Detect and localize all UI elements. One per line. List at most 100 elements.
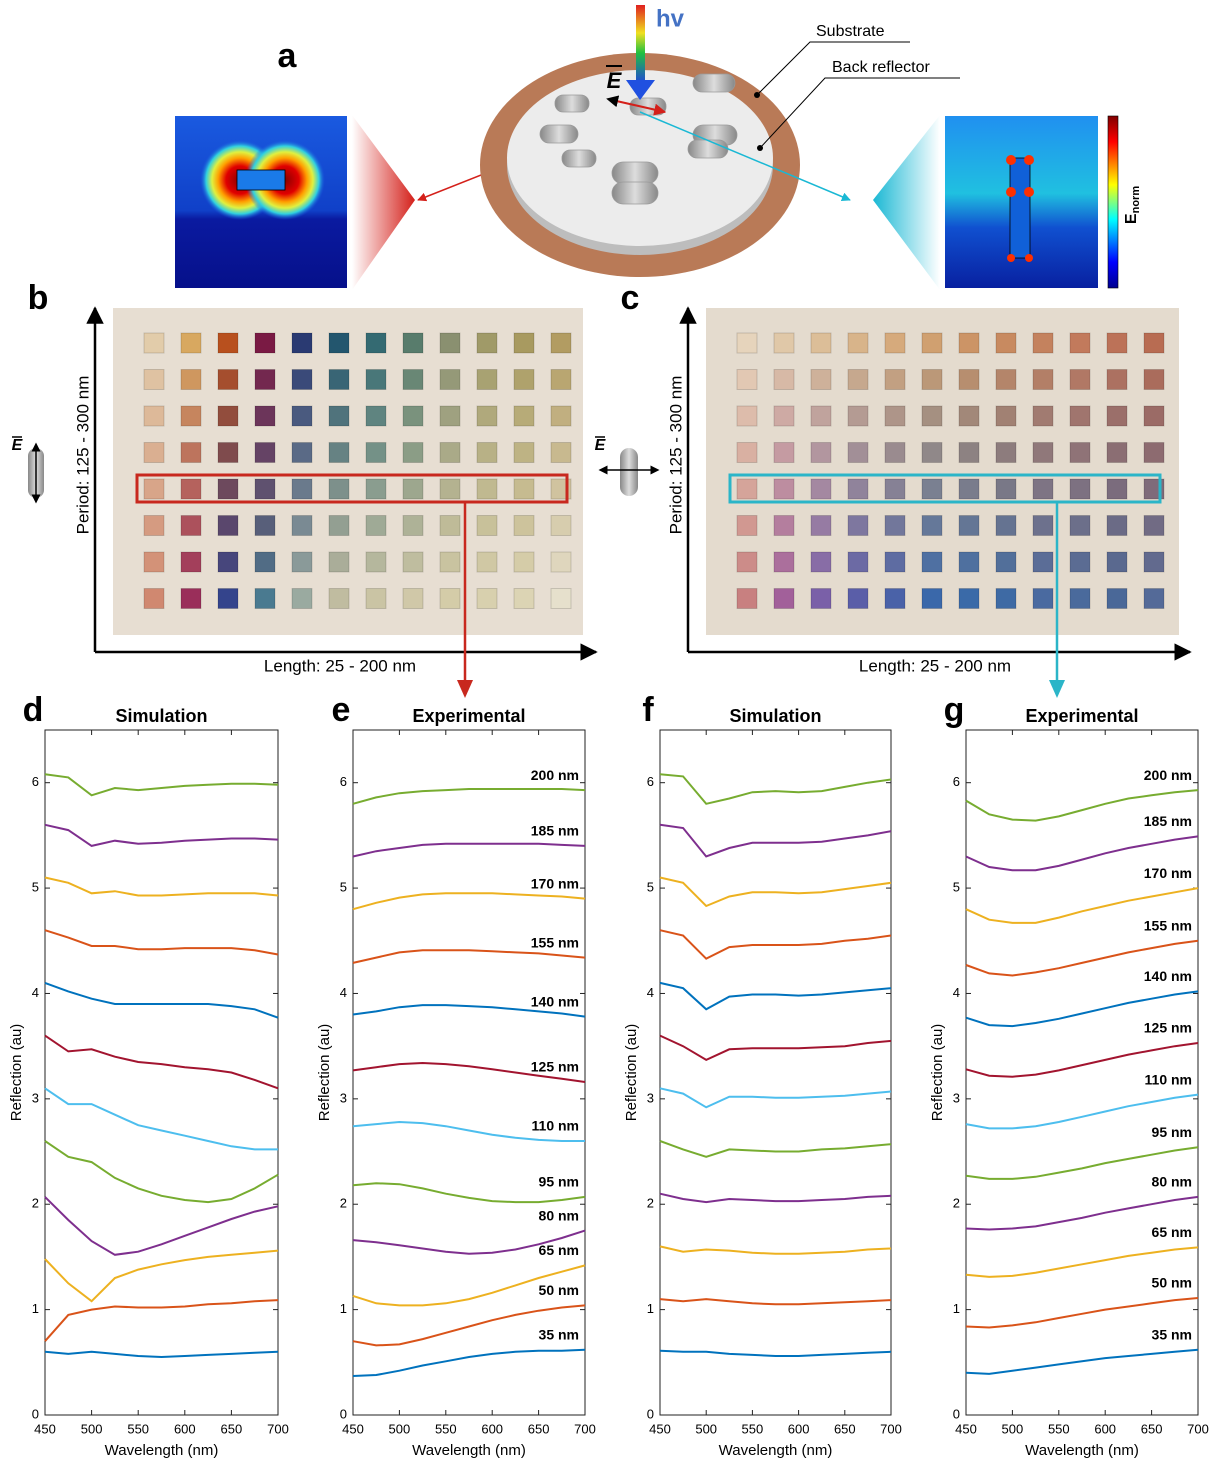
color-square (1033, 589, 1053, 609)
series-line (45, 825, 278, 846)
color-square (403, 589, 423, 609)
series-line (660, 930, 891, 959)
color-square (218, 479, 238, 499)
color-square (959, 443, 979, 463)
color-square (848, 370, 868, 390)
y-tick-label: 6 (953, 774, 960, 789)
color-square (181, 370, 201, 390)
series-label: 50 nm (1152, 1275, 1192, 1291)
color-square (218, 370, 238, 390)
series-line (660, 1246, 891, 1253)
color-square (922, 552, 942, 572)
color-square (922, 406, 942, 426)
x-axis-label: Wavelength (nm) (105, 1442, 219, 1459)
color-square (218, 516, 238, 536)
chart: 0123456450500550600650700ExperimentalgWa… (929, 691, 1209, 1459)
color-square (885, 589, 905, 609)
color-square (477, 333, 497, 353)
series-line (353, 844, 585, 857)
color-square (255, 370, 275, 390)
spectra: 0123456450500550600650700SimulationdWave… (8, 691, 1209, 1459)
color-square (218, 333, 238, 353)
color-square (144, 370, 164, 390)
y-tick-label: 2 (340, 1196, 347, 1211)
color-square (737, 479, 757, 499)
zoom-cone (352, 115, 415, 290)
x-tick-label: 450 (955, 1421, 977, 1436)
color-square (551, 552, 571, 572)
x-tick-label: 550 (435, 1421, 457, 1436)
series-label: 110 nm (1145, 1071, 1192, 1087)
color-square (366, 443, 386, 463)
color-square (1107, 552, 1127, 572)
color-square (477, 552, 497, 572)
color-square (1033, 406, 1053, 426)
colorbar-label: Enorm (1123, 186, 1142, 224)
series-label: 50 nm (539, 1282, 579, 1298)
arrow-head (457, 680, 473, 698)
color-square (996, 552, 1016, 572)
color-square (737, 370, 757, 390)
color-square (292, 333, 312, 353)
color-square (514, 406, 534, 426)
color-square (1033, 370, 1053, 390)
series-line (660, 983, 891, 1009)
x-tick-label: 550 (742, 1421, 764, 1436)
y-tick-label: 1 (32, 1301, 39, 1316)
color-square (1033, 443, 1053, 463)
arrow-head (1049, 680, 1065, 698)
color-square (218, 589, 238, 609)
color-square (1070, 443, 1090, 463)
sample-photo (706, 308, 1179, 635)
color-square (848, 589, 868, 609)
y-tick-label: 6 (647, 774, 654, 789)
series-line (45, 1088, 278, 1149)
x-axis-label: Wavelength (nm) (719, 1442, 833, 1459)
series-line (966, 1247, 1198, 1277)
color-square (181, 443, 201, 463)
x-axis-label: Wavelength (nm) (412, 1442, 526, 1459)
series-line (45, 1141, 278, 1202)
series-line (660, 1036, 891, 1060)
color-square (514, 479, 534, 499)
y-tick-label: 1 (647, 1301, 654, 1316)
zoom-cone (873, 115, 940, 290)
color-square (1107, 479, 1127, 499)
color-square (885, 516, 905, 536)
y-tick-label: 6 (340, 774, 347, 789)
color-square (403, 370, 423, 390)
light-beam (636, 5, 645, 85)
x-tick-label: 500 (695, 1421, 717, 1436)
series-line (966, 1298, 1198, 1328)
color-square (144, 443, 164, 463)
series-line (45, 1197, 278, 1255)
chart-title: Simulation (729, 706, 821, 726)
series-label: 35 nm (539, 1326, 579, 1342)
color-square (255, 333, 275, 353)
color-square (1144, 589, 1164, 609)
x-tick-label: 450 (649, 1421, 671, 1436)
color-square (811, 370, 831, 390)
series-label: 200 nm (1144, 767, 1192, 783)
color-square (774, 516, 794, 536)
color-square (959, 406, 979, 426)
color-square (477, 370, 497, 390)
color-square (551, 333, 571, 353)
panel-a: a hv E Substrate Back reflector (175, 5, 1142, 290)
color-square (737, 406, 757, 426)
color-square (477, 589, 497, 609)
color-square (514, 552, 534, 572)
color-square (144, 479, 164, 499)
series-label: 170 nm (531, 875, 579, 891)
color-square (1070, 370, 1090, 390)
color-square (551, 406, 571, 426)
series-label: 35 nm (1152, 1326, 1192, 1342)
series-line (660, 774, 891, 804)
x-tick-label: 600 (788, 1421, 810, 1436)
color-square (1144, 516, 1164, 536)
color-square (514, 516, 534, 536)
colorbar-symbol: E (1123, 213, 1140, 224)
color-square (366, 406, 386, 426)
x-tick-label: 600 (1094, 1421, 1116, 1436)
color-square (255, 479, 275, 499)
